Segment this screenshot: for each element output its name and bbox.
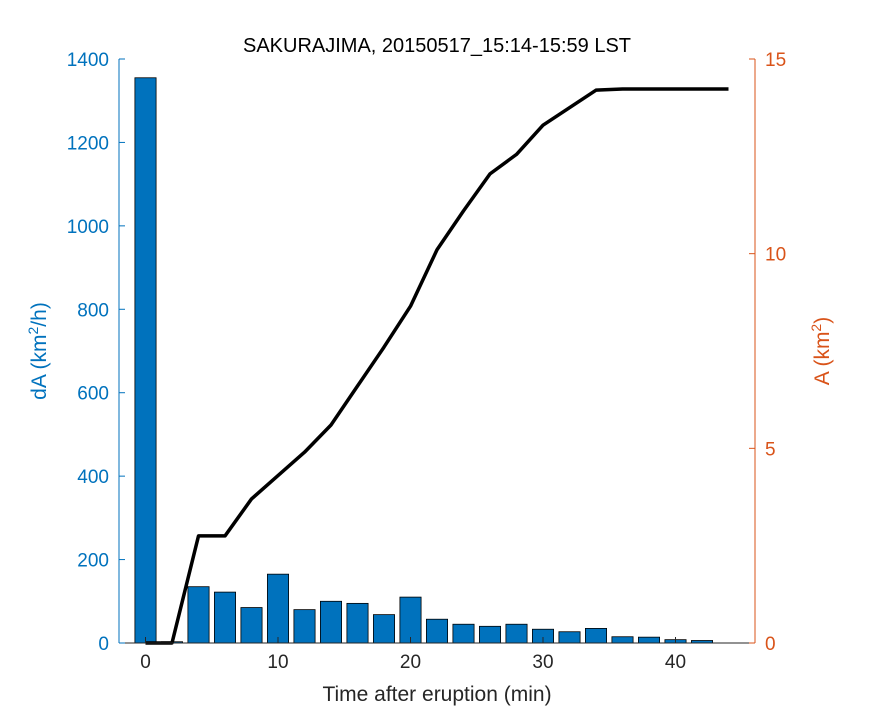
right-y-label-tail: ) (811, 317, 834, 324)
bar (585, 628, 608, 644)
left-y-tick-label: 200 (77, 551, 109, 572)
left-y-tick-label: 400 (77, 467, 109, 488)
chart-title: SAKURAJIMA, 20150517_15:14-15:59 LST (243, 35, 631, 57)
x-tick-label: 0 (140, 652, 151, 673)
bar (638, 636, 661, 644)
left-y-axis-label: dA (km2/h) (25, 302, 51, 400)
right-y-tick-label: 0 (765, 634, 776, 655)
left-y-tick-label: 1200 (67, 133, 109, 154)
bar (134, 77, 157, 644)
left-y-tick-label: 800 (77, 300, 109, 321)
bar (425, 618, 448, 644)
x-tick-label: 10 (267, 652, 288, 673)
left-y-tick-label: 600 (77, 384, 109, 405)
bar (319, 600, 342, 644)
bar (346, 602, 369, 644)
right-y-tick-label: 15 (765, 50, 786, 71)
right-y-label-sup: 2 (808, 324, 824, 332)
x-tick-label: 20 (400, 652, 421, 673)
left-y-label-main: dA (km (28, 334, 51, 399)
bar (611, 636, 634, 644)
x-tick-label: 40 (665, 652, 686, 673)
area-line (145, 87, 729, 645)
bar (399, 596, 422, 644)
right-y-tick-label: 5 (765, 439, 776, 460)
bar (558, 631, 581, 644)
left-y-label-sup: 2 (25, 326, 41, 334)
bar (478, 625, 501, 644)
axes-layer (118, 59, 756, 644)
left-y-tick-label: 1000 (67, 217, 109, 238)
bar (266, 573, 289, 644)
bar (505, 623, 528, 644)
left-y-label-tail: /h) (28, 302, 51, 327)
left-y-tick-label: 0 (98, 634, 109, 655)
right-y-tick-label: 10 (765, 245, 786, 266)
x-tick-label: 30 (532, 652, 553, 673)
x-axis-label: Time after eruption (min) (322, 683, 551, 706)
bar (240, 607, 263, 644)
line-layer (145, 87, 729, 645)
bar (372, 614, 395, 644)
bars-layer (134, 77, 714, 644)
bar (452, 623, 475, 644)
bar (213, 591, 236, 644)
right-y-label-main: A (km (811, 332, 834, 386)
right-y-axis-label: A (km2) (808, 317, 834, 385)
bar (187, 586, 210, 644)
bar (293, 609, 316, 644)
left-y-tick-label: 1400 (67, 50, 109, 71)
